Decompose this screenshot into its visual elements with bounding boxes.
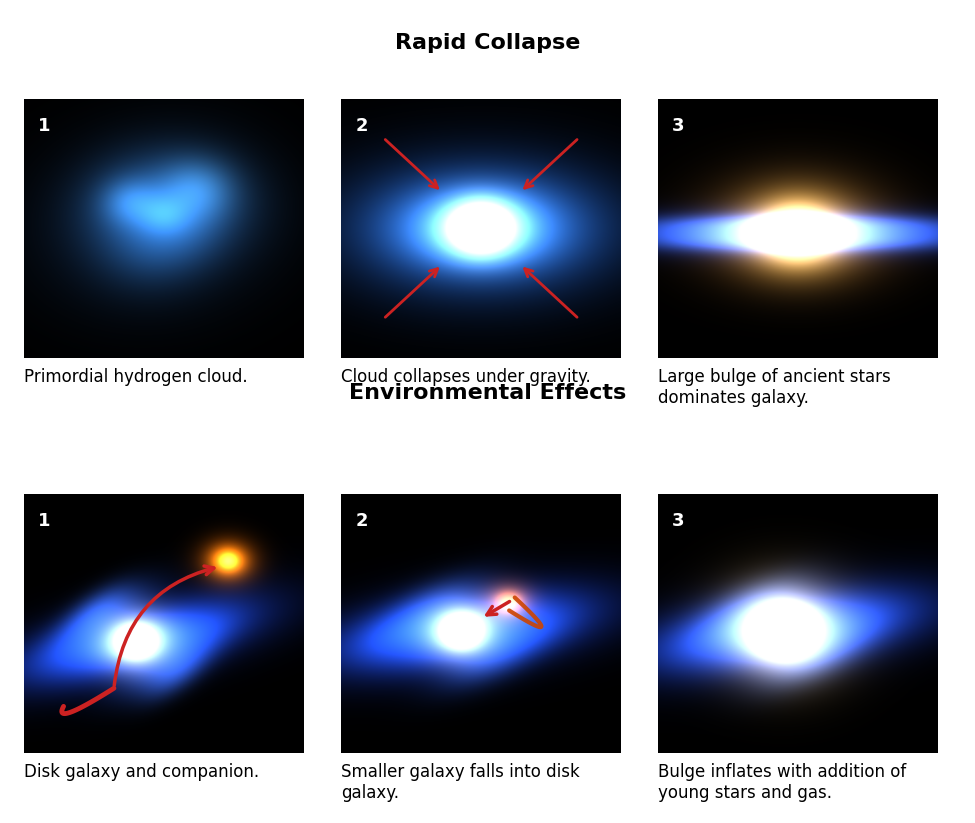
Text: 3: 3 [672,117,684,135]
Text: 1: 1 [38,117,51,135]
Text: Rapid Collapse: Rapid Collapse [395,33,580,53]
Text: Bulge inflates with addition of
young stars and gas.: Bulge inflates with addition of young st… [658,763,907,802]
Text: 2: 2 [355,512,368,530]
Text: Smaller galaxy falls into disk
galaxy.: Smaller galaxy falls into disk galaxy. [341,763,580,802]
Text: 1: 1 [38,512,51,530]
Text: Environmental Effects: Environmental Effects [349,383,626,402]
Text: Disk galaxy and companion.: Disk galaxy and companion. [24,763,259,781]
Text: Large bulge of ancient stars
dominates galaxy.: Large bulge of ancient stars dominates g… [658,368,891,407]
Text: 3: 3 [672,512,684,530]
Text: Cloud collapses under gravity.: Cloud collapses under gravity. [341,368,591,386]
Text: 2: 2 [355,117,368,135]
Text: Primordial hydrogen cloud.: Primordial hydrogen cloud. [24,368,248,386]
